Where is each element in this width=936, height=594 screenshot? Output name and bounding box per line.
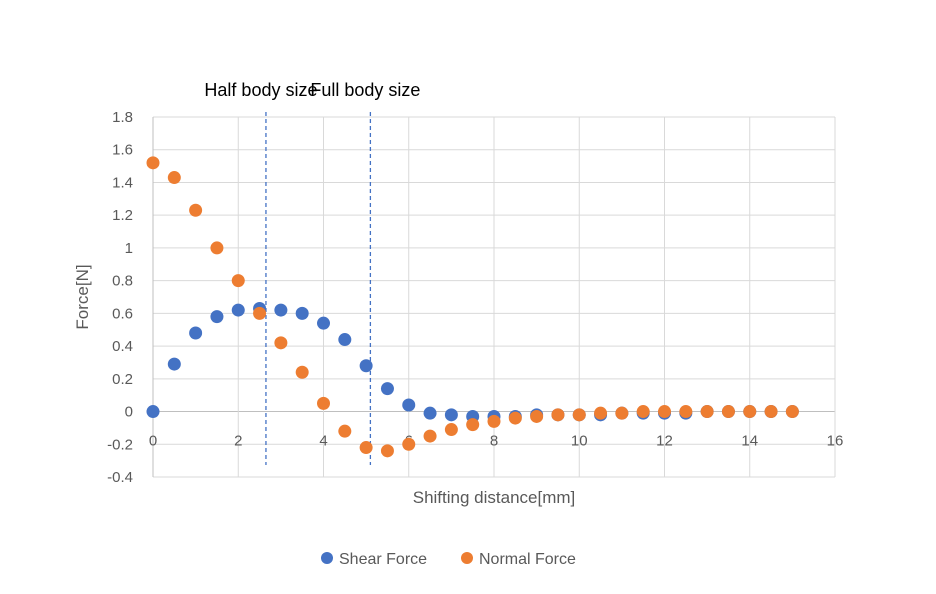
x-tick-label: 0 — [149, 433, 157, 450]
shear-force-point — [189, 326, 203, 340]
normal-force-point — [317, 396, 330, 410]
shear-force-point — [231, 303, 245, 317]
legend-label: Shear Force — [339, 551, 427, 568]
legend-label: Normal Force — [479, 551, 576, 568]
normal-force-point — [146, 156, 160, 170]
normal-force-point — [658, 405, 671, 419]
normal-force-point — [210, 241, 224, 255]
shear-force-point — [402, 398, 416, 412]
x-tick-label: 8 — [490, 433, 498, 450]
normal-force-point — [231, 274, 245, 288]
normal-force-point — [253, 306, 267, 320]
y-tick-label: 0 — [125, 404, 133, 421]
y-tick-label: 1.8 — [112, 109, 133, 126]
normal-force-point — [572, 408, 586, 422]
x-tick-label: 10 — [571, 433, 588, 450]
y-tick-label: 0.4 — [112, 338, 133, 355]
shear-force-point — [295, 306, 309, 320]
y-tick-label: 1.4 — [112, 174, 133, 191]
normal-force-point — [615, 406, 629, 420]
legend-marker — [321, 552, 333, 564]
shear-force-point — [274, 303, 288, 317]
normal-force-point — [466, 418, 480, 432]
x-tick-label: 14 — [741, 433, 758, 450]
normal-force-point — [295, 365, 309, 379]
x-tick-label: 4 — [319, 433, 327, 450]
normal-force-point — [508, 411, 522, 425]
y-tick-label: -0.4 — [107, 469, 133, 486]
x-tick-label: 16 — [827, 433, 844, 450]
normal-force-point — [402, 437, 416, 451]
y-tick-label: 1 — [125, 240, 133, 257]
normal-force-point — [423, 429, 437, 443]
normal-force-point — [189, 203, 203, 217]
y-axis-title: Force[N] — [73, 264, 92, 329]
normal-force-point — [338, 424, 352, 438]
shear-force-point — [423, 406, 437, 420]
normal-force-point — [785, 405, 799, 419]
x-axis-title: Shifting distance[mm] — [413, 488, 576, 507]
y-tick-label: 1.2 — [112, 207, 133, 224]
shear-force-point — [380, 382, 394, 396]
shear-force-point — [167, 357, 181, 371]
shear-force-point — [444, 408, 458, 422]
normal-force-point — [721, 405, 735, 419]
annotation-label: Full body size — [310, 80, 420, 100]
y-tick-label: 0.6 — [112, 305, 133, 322]
normal-force-point — [700, 405, 714, 419]
x-tick-label: 2 — [234, 433, 242, 450]
legend-marker — [461, 552, 473, 564]
normal-force-point — [764, 405, 778, 419]
shear-force-point — [359, 359, 373, 373]
normal-force-point — [487, 414, 501, 428]
shear-force-point — [317, 316, 330, 330]
normal-force-point — [530, 409, 544, 423]
shear-force-point — [338, 333, 352, 347]
normal-force-point — [167, 171, 181, 185]
normal-force-point — [679, 405, 693, 419]
annotation-label: Half body size — [204, 80, 317, 100]
x-tick-label: 12 — [656, 433, 673, 450]
y-tick-label: 1.6 — [112, 142, 133, 159]
y-tick-label: 0.8 — [112, 273, 133, 290]
normal-force-point — [359, 441, 373, 455]
normal-force-point — [551, 408, 565, 422]
y-tick-label: -0.2 — [107, 436, 133, 453]
normal-force-point — [274, 336, 288, 350]
y-tick-label: 0.2 — [112, 371, 133, 388]
normal-force-point — [594, 406, 608, 420]
normal-force-point — [380, 444, 394, 458]
shear-force-point — [210, 310, 224, 324]
normal-force-point — [636, 405, 650, 419]
normal-force-point — [743, 405, 757, 419]
shear-force-point — [146, 405, 160, 419]
normal-force-point — [444, 423, 458, 437]
